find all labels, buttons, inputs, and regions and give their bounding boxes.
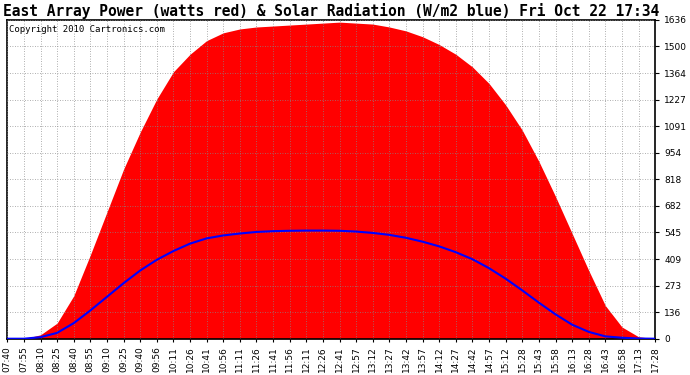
Text: Copyright 2010 Cartronics.com: Copyright 2010 Cartronics.com <box>8 25 164 34</box>
Title: East Array Power (watts red) & Solar Radiation (W/m2 blue) Fri Oct 22 17:34: East Array Power (watts red) & Solar Rad… <box>3 3 660 19</box>
